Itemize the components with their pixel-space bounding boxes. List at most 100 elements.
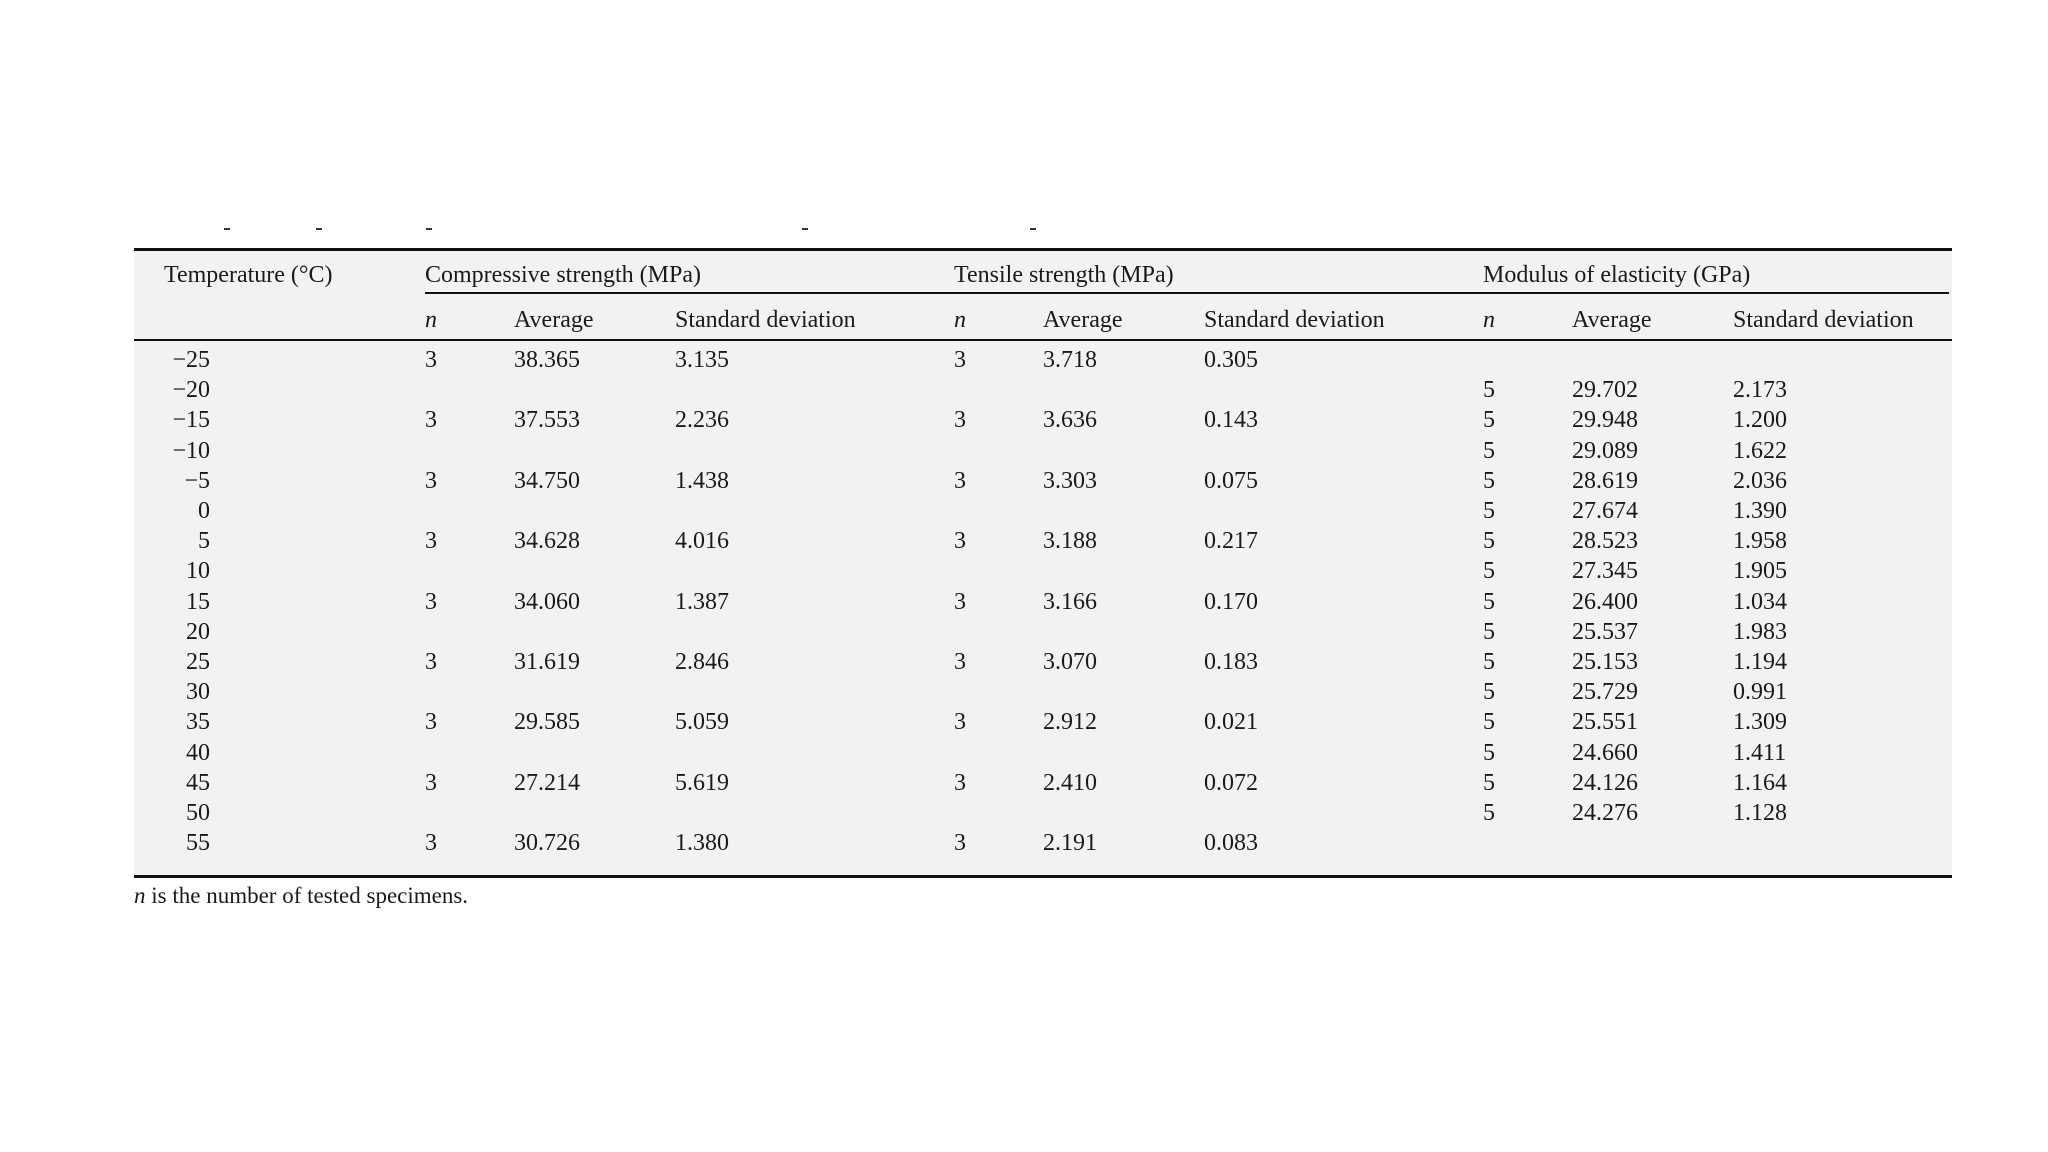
table-row: 20 5 25.537 1.983 xyxy=(134,618,1952,648)
cell-temperature: −20 xyxy=(172,377,210,404)
cell-compressive-average: 29.585 xyxy=(514,709,580,736)
cell-modulus-sd: 1.128 xyxy=(1733,800,1787,826)
table-row: 50 5 24.276 1.128 xyxy=(134,799,1952,829)
cell-modulus-sd: 1.164 xyxy=(1733,769,1787,796)
table-row: 5 3 34.628 4.016 3 3.188 0.217 5 28.523 1.958 xyxy=(134,527,1952,557)
cell-temperature: 55 xyxy=(186,830,210,857)
cell-modulus-n: 5 xyxy=(1483,407,1495,434)
cell-tensile-average: 2.912 xyxy=(1043,709,1097,736)
cell-temperature: 50 xyxy=(186,800,210,826)
cell-modulus-n: 5 xyxy=(1483,377,1495,404)
cell-compressive-n: 3 xyxy=(425,588,437,615)
tensile-group-rule xyxy=(954,292,1540,294)
cell-compressive-average: 31.619 xyxy=(514,649,580,675)
cell-modulus-sd: 1.958 xyxy=(1733,528,1787,555)
modulus-group-rule xyxy=(1483,292,1949,294)
cell-compressive-sd: 5.059 xyxy=(675,709,729,736)
cell-modulus-average: 29.948 xyxy=(1572,407,1638,434)
cell-modulus-average: 29.089 xyxy=(1572,437,1638,464)
cell-modulus-sd: 0.991 xyxy=(1733,679,1787,706)
table-footnote: n is the number of tested specimens. xyxy=(134,882,468,910)
subheader-n: n xyxy=(425,307,437,333)
cell-compressive-n: 3 xyxy=(425,467,437,494)
cell-tensile-average: 3.166 xyxy=(1043,588,1097,615)
cell-compressive-sd: 1.387 xyxy=(675,588,729,615)
cell-modulus-average: 25.153 xyxy=(1572,649,1638,675)
cell-temperature: 15 xyxy=(186,588,210,615)
cell-compressive-sd: 1.380 xyxy=(675,830,729,857)
subheader-average: Average xyxy=(514,307,594,333)
table-row: 0 5 27.674 1.390 xyxy=(134,497,1952,527)
cell-tensile-sd: 0.021 xyxy=(1204,709,1258,736)
cell-modulus-n: 5 xyxy=(1483,498,1495,524)
cell-tensile-n: 3 xyxy=(954,588,966,615)
cell-modulus-n: 5 xyxy=(1483,709,1495,736)
cell-temperature: −5 xyxy=(184,467,210,494)
cell-compressive-sd: 1.438 xyxy=(675,467,729,494)
cell-modulus-sd: 1.905 xyxy=(1733,558,1787,585)
cell-compressive-n: 3 xyxy=(425,709,437,736)
cell-tensile-sd: 0.217 xyxy=(1204,528,1258,555)
cell-compressive-n: 3 xyxy=(425,769,437,796)
cell-tensile-n: 3 xyxy=(954,528,966,555)
cell-tensile-sd: 0.305 xyxy=(1204,347,1258,373)
cell-tensile-n: 3 xyxy=(954,709,966,736)
cell-temperature: 40 xyxy=(186,739,210,766)
cell-compressive-n: 3 xyxy=(425,649,437,675)
cell-temperature: 30 xyxy=(186,679,210,706)
cell-compressive-average: 34.750 xyxy=(514,467,580,494)
cell-tensile-average: 3.188 xyxy=(1043,528,1097,555)
cell-tensile-sd: 0.083 xyxy=(1204,830,1258,857)
cell-compressive-average: 34.060 xyxy=(514,588,580,615)
cell-compressive-sd: 3.135 xyxy=(675,347,729,373)
table-row: 15 3 34.060 1.387 3 3.166 0.170 5 26.400 1.034 xyxy=(134,588,1952,618)
subheader-n: n xyxy=(1483,307,1495,333)
cell-tensile-n: 3 xyxy=(954,467,966,494)
cell-tensile-sd: 0.143 xyxy=(1204,407,1258,434)
cell-modulus-n: 5 xyxy=(1483,679,1495,706)
cell-tensile-average: 2.410 xyxy=(1043,769,1097,796)
subheader-sd: Standard deviation xyxy=(1204,307,1385,333)
table-row: −20 5 29.702 2.173 xyxy=(134,376,1952,406)
cell-modulus-average: 26.400 xyxy=(1572,588,1638,615)
cell-compressive-sd: 2.846 xyxy=(675,649,729,675)
cell-tensile-average: 3.636 xyxy=(1043,407,1097,434)
cell-temperature: 35 xyxy=(186,709,210,736)
cell-modulus-average: 24.660 xyxy=(1572,739,1638,766)
cell-compressive-n: 3 xyxy=(425,528,437,555)
footnote-n: n xyxy=(134,883,146,908)
table-row: −5 3 34.750 1.438 3 3.303 0.075 5 28.619 2.036 xyxy=(134,467,1952,497)
table-row: −10 5 29.089 1.622 xyxy=(134,437,1952,467)
cell-modulus-sd: 2.173 xyxy=(1733,377,1787,404)
cell-modulus-n: 5 xyxy=(1483,467,1495,494)
cell-compressive-average: 38.365 xyxy=(514,347,580,373)
cell-tensile-sd: 0.183 xyxy=(1204,649,1258,675)
header-modulus: Modulus of elasticity (GPa) xyxy=(1483,262,1751,288)
table-row: 45 3 27.214 5.619 3 2.410 0.072 5 24.126 1.164 xyxy=(134,769,1952,799)
header-tensile: Tensile strength (MPa) xyxy=(954,262,1174,288)
cell-modulus-n: 5 xyxy=(1483,618,1495,645)
cell-modulus-n: 5 xyxy=(1483,437,1495,464)
header-temperature: Temperature (°C) xyxy=(164,262,333,288)
cell-modulus-n: 5 xyxy=(1483,739,1495,766)
table-row: 30 5 25.729 0.991 xyxy=(134,678,1952,708)
cell-temperature: −15 xyxy=(172,407,210,434)
cell-compressive-sd: 5.619 xyxy=(675,769,729,796)
cell-modulus-average: 25.537 xyxy=(1572,618,1638,645)
subheader-n: n xyxy=(954,307,966,333)
cell-tensile-average: 3.718 xyxy=(1043,347,1097,373)
footnote-text: is the number of tested specimens. xyxy=(145,883,469,908)
subheader-average: Average xyxy=(1572,307,1652,333)
cropped-caption-fragments xyxy=(134,224,1134,236)
subheader-sd: Standard deviation xyxy=(1733,307,1914,333)
cell-compressive-average: 30.726 xyxy=(514,830,580,857)
cell-modulus-sd: 1.983 xyxy=(1733,618,1787,645)
cell-modulus-average: 24.126 xyxy=(1572,769,1638,796)
cell-modulus-n: 5 xyxy=(1483,649,1495,675)
cell-compressive-average: 27.214 xyxy=(514,769,580,796)
cell-tensile-sd: 0.075 xyxy=(1204,467,1258,494)
header-rule xyxy=(134,339,1952,341)
cell-modulus-sd: 2.036 xyxy=(1733,467,1787,494)
cell-modulus-average: 27.345 xyxy=(1572,558,1638,585)
cell-modulus-sd: 1.622 xyxy=(1733,437,1787,464)
